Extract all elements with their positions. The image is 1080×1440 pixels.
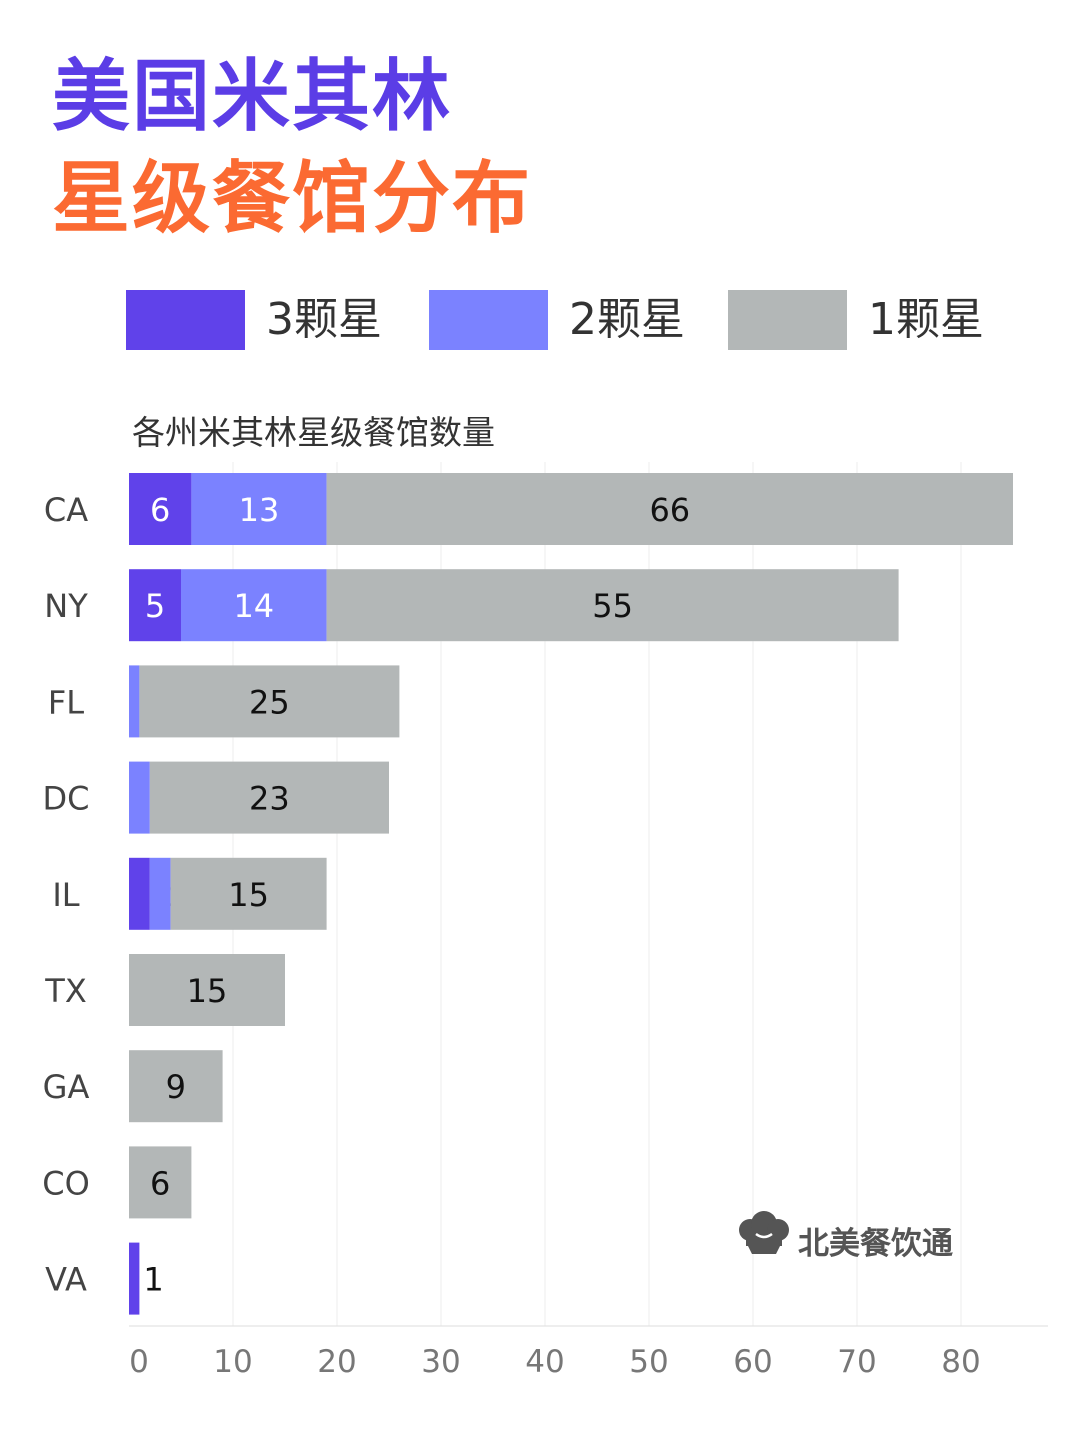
y-tick-label-il: IL: [52, 876, 79, 914]
legend-swatch-1-star: [728, 290, 847, 350]
x-tick-label-80: 80: [941, 1344, 980, 1380]
data-label-ny-2-star: 14: [233, 587, 274, 625]
y-tick-label-ny: NY: [44, 587, 88, 625]
y-tick-label-tx: TX: [44, 972, 86, 1010]
bar-tx-1-star: [129, 954, 285, 1026]
bar-ny-1-star: [326, 569, 899, 642]
bar-il-1-star: [170, 857, 327, 930]
page-title-line-1: 美国米其林: [52, 52, 453, 142]
brand-watermark: 北美餐饮通: [736, 1210, 953, 1262]
x-tick-label-40: 40: [525, 1344, 564, 1380]
data-label-ca-2-star: 13: [239, 491, 280, 529]
legend-swatch-3-star: [126, 290, 245, 350]
x-tick-label-50: 50: [629, 1344, 668, 1380]
y-tick-label-ga: GA: [43, 1068, 90, 1106]
x-tick-label-70: 70: [837, 1344, 876, 1380]
chart-title: 各州米其林星级餐馆数量: [132, 413, 495, 452]
data-label-fl-1-star: 25: [249, 683, 290, 721]
y-tick-label-va: VA: [45, 1261, 87, 1299]
bar-dc-2-star: [129, 761, 150, 834]
x-tick-label-0: 0: [129, 1344, 149, 1380]
legend-label-1-star: 1颗星: [868, 294, 984, 345]
data-label-ca-3-star: 6: [150, 491, 170, 529]
x-tick-label-30: 30: [421, 1344, 460, 1380]
bar-il-2-star: [149, 857, 171, 930]
bar-fl-1-star: [139, 665, 400, 738]
legend-label-3-star: 3颗星: [266, 294, 382, 345]
data-label-ny-3-star: 5: [145, 587, 165, 625]
y-tick-label-co: CO: [42, 1164, 90, 1202]
bar-ny-3-star: [129, 569, 181, 642]
x-tick-label-20: 20: [317, 1344, 356, 1380]
bar-fl-2-star: [129, 665, 140, 738]
data-label-il-1-star: 15: [228, 876, 269, 914]
chef-hat-icon: [739, 1211, 789, 1254]
y-tick-label-ca: CA: [44, 491, 88, 529]
data-label-dc-1-star: 23: [249, 780, 290, 818]
data-label-co-1-star: 6: [150, 1164, 170, 1202]
bar-ny-2-star: [181, 569, 327, 642]
data-label-ga-1-star: 9: [166, 1068, 186, 1106]
page-title-line-2: 星级餐馆分布: [52, 154, 533, 244]
data-label-va-3-star: 1: [143, 1261, 163, 1299]
y-tick-label-dc: DC: [43, 780, 90, 818]
bar-dc-1-star: [149, 761, 389, 834]
bar-il-3-star: [129, 857, 150, 930]
x-tick-label-60: 60: [733, 1344, 772, 1380]
bar-va-3-star: [129, 1242, 140, 1315]
data-label-ny-1-star: 55: [592, 587, 633, 625]
brand-name: 北美餐饮通: [798, 1226, 953, 1262]
bar-ca-2-star: [191, 473, 327, 545]
data-label-tx-1-star: 15: [187, 972, 228, 1010]
y-tick-label-fl: FL: [48, 683, 84, 721]
legend-swatch-2-star: [429, 290, 548, 350]
bar-ca-1-star: [326, 473, 1014, 545]
legend-label-2-star: 2颗星: [569, 294, 685, 345]
data-label-ca-1-star: 66: [649, 491, 690, 529]
bar-co-1-star: [129, 1146, 192, 1219]
bar-ga-1-star: [129, 1050, 223, 1123]
bar-ca-3-star: [129, 473, 192, 545]
x-tick-label-10: 10: [213, 1344, 252, 1380]
